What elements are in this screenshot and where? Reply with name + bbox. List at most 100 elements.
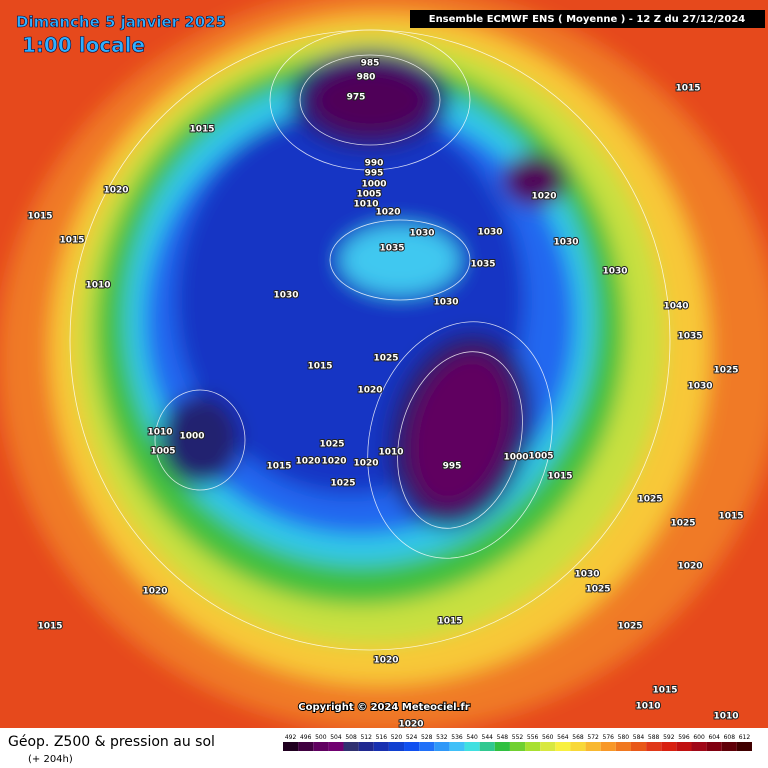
isobar-label: 1020 xyxy=(295,457,320,467)
colorbar-label: 556 xyxy=(527,734,539,741)
isobar-label: 1010 xyxy=(635,702,660,712)
isobar-label: 1025 xyxy=(637,495,662,505)
isobar-label: 1025 xyxy=(330,479,355,489)
colorbar-label: 516 xyxy=(376,734,388,741)
isobar-label: 1030 xyxy=(602,267,627,277)
isobar-label: 1005 xyxy=(150,447,175,457)
isobar-label: 1040 xyxy=(663,302,688,312)
colorbar-label: 592 xyxy=(663,734,675,741)
copyright: Copyright © 2024 Meteociel.fr xyxy=(298,702,469,713)
colorbar-label: 572 xyxy=(587,734,599,741)
isobar-label: 1020 xyxy=(375,208,400,218)
footer-title: Géop. Z500 & pression au sol xyxy=(8,734,215,750)
isobar-label: 1020 xyxy=(373,656,398,666)
colorbar-label: 500 xyxy=(315,734,327,741)
colorbar-label: 544 xyxy=(482,734,494,741)
date: Dimanche 5 janvier 2025 xyxy=(16,13,226,31)
colorbar-swatch xyxy=(419,742,435,751)
colorbar-swatch xyxy=(464,742,480,751)
colorbar-label: 528 xyxy=(421,734,433,741)
isobar-label: 1020 xyxy=(398,720,423,730)
colorbar-swatch xyxy=(404,742,420,751)
colorbar-label: 600 xyxy=(693,734,705,741)
isobar-label: 1010 xyxy=(353,200,378,210)
colorbar: 492 496 500 504 508 512 516 520 524 528 532 536 540 5… xyxy=(283,734,752,751)
colorbar-swatch xyxy=(494,742,510,751)
colorbar-swatch xyxy=(676,742,692,751)
isobar-label: 1020 xyxy=(677,562,702,572)
colorbar-label: 512 xyxy=(360,734,372,741)
colorbar-swatch xyxy=(736,742,752,751)
isobar-label: 1015 xyxy=(718,512,743,522)
colorbar-swatch xyxy=(434,742,450,751)
colorbar-swatch xyxy=(721,742,737,751)
isobar-label: 990 xyxy=(365,159,384,169)
colorbar-swatch xyxy=(706,742,722,751)
isobar-label: 1015 xyxy=(27,212,52,222)
isobar-label: 995 xyxy=(365,169,384,179)
isobar-label: 1005 xyxy=(356,190,381,200)
colorbar-label: 576 xyxy=(603,734,615,741)
colorbar-swatch xyxy=(328,742,344,751)
colorbar-swatch xyxy=(661,742,677,751)
isobar-label: 1015 xyxy=(547,472,572,482)
colorbar-swatch xyxy=(646,742,662,751)
colorbar-swatch xyxy=(540,742,556,751)
colorbar-swatch xyxy=(525,742,541,751)
colorbar-label: 520 xyxy=(391,734,403,741)
local-time: 1:00 locale xyxy=(22,33,145,57)
colorbar-label: 504 xyxy=(330,734,342,741)
colorbar-label: 560 xyxy=(542,734,554,741)
model-info: Ensemble ECMWF ENS ( Moyenne ) - 12 Z du… xyxy=(429,14,746,25)
isobar-label: 1015 xyxy=(59,236,84,246)
colorbar-swatch xyxy=(600,742,616,751)
isobar-label: 1035 xyxy=(379,244,404,254)
isobar-label: 1015 xyxy=(189,125,214,135)
isobar-label: 1010 xyxy=(713,712,738,722)
colorbar-label: 532 xyxy=(436,734,448,741)
isobar-label: 1030 xyxy=(433,298,458,308)
isobar-label: 1015 xyxy=(437,617,462,627)
isobar-label: 1025 xyxy=(713,366,738,376)
colorbar-label: 584 xyxy=(633,734,645,741)
isobar-label: 1020 xyxy=(531,192,556,202)
isobar-label: 1020 xyxy=(103,186,128,196)
isobars xyxy=(69,29,671,651)
isobar-label: 1000 xyxy=(503,453,528,463)
isobar-label: 1015 xyxy=(37,622,62,632)
colorbar-label: 604 xyxy=(708,734,720,741)
colorbar-label: 588 xyxy=(648,734,660,741)
colorbar-label: 612 xyxy=(739,734,751,741)
colorbar-label: 596 xyxy=(678,734,690,741)
colorbar-label: 568 xyxy=(572,734,584,741)
colorbar-swatch xyxy=(388,742,405,751)
colorbar-label: 524 xyxy=(406,734,418,741)
colorbar-swatch xyxy=(343,742,359,751)
colorbar-swatch xyxy=(313,742,329,751)
isobar-label: 1035 xyxy=(677,332,702,342)
isobar-label: 1025 xyxy=(319,440,344,450)
isobar-label: 985 xyxy=(361,59,380,69)
isobar-label: 1015 xyxy=(266,462,291,472)
isobar-label: 1010 xyxy=(85,281,110,291)
colorbar-label: 508 xyxy=(345,734,357,741)
colorbar-label: 580 xyxy=(618,734,630,741)
isobar-label: 1020 xyxy=(353,459,378,469)
isobar-label: 1025 xyxy=(670,519,695,529)
isobar-label: 1030 xyxy=(273,291,298,301)
lead-time: (+ 204h) xyxy=(28,754,73,765)
colorbar-label: 536 xyxy=(451,734,463,741)
isobar-label: 1005 xyxy=(528,452,553,462)
colorbar-swatch xyxy=(509,742,526,751)
isobar-label: 1035 xyxy=(470,260,495,270)
colorbar-swatch xyxy=(630,742,647,751)
colorbar-swatch xyxy=(615,742,631,751)
isobar-label: 1010 xyxy=(147,428,172,438)
colorbar-swatch xyxy=(479,742,495,751)
isobar-label: 1020 xyxy=(357,386,382,396)
isobar-label: 1000 xyxy=(179,432,204,442)
isobar-label: 1030 xyxy=(553,238,578,248)
isobar-label: 1015 xyxy=(675,84,700,94)
colorbar-swatch xyxy=(570,742,586,751)
